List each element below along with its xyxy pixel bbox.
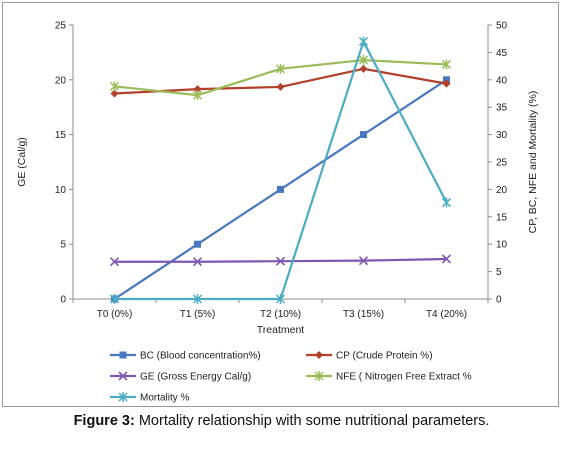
right-tick-label: 10 [496,240,508,251]
right-tick-label: 35 [496,103,508,114]
data-point [192,294,203,304]
right-tick-label: 20 [496,185,508,196]
legend-item: GE (Gross Energy Cal/g) [110,371,251,383]
data-point [359,64,368,73]
data-point [441,197,452,208]
right-tick-label: 50 [496,21,508,32]
data-point [277,185,284,193]
legend-label: BC (Blood concentration%) [140,351,261,362]
data-point [275,63,286,74]
x-axis-title: Treatment [257,324,305,336]
data-point [109,257,120,267]
data-point [275,294,286,304]
data-point [110,89,119,98]
legend-label: GE (Gross Energy Cal/g) [140,372,251,383]
legend-item: Mortality % [110,392,190,404]
data-point [358,36,369,47]
right-tick-label: 25 [496,158,508,169]
figure-caption-text: Mortality relationship with some nutriti… [134,413,490,429]
chart-frame [2,2,559,407]
legend-swatch-marker [118,392,128,402]
left-tick-label: 0 [60,295,66,306]
left-y-axis-title: GE (Cal/g) [16,137,28,187]
data-point [441,254,452,264]
data-point [441,59,452,70]
legend-swatch-marker [118,371,128,381]
data-point [358,256,369,266]
legend-swatch-marker [314,371,324,381]
right-tick-label: 45 [496,48,508,59]
left-tick-label: 10 [55,185,67,196]
series-layer [109,36,452,304]
series-4 [109,36,452,304]
data-point [275,256,286,266]
legend-label: Mortality % [140,393,190,404]
x-tick-label: T1 (5%) [180,309,216,320]
legend-item: BC (Blood concentration%) [110,351,261,362]
data-point [442,79,451,88]
legend-label: NFE ( Nitrogen Free Extract % [336,372,472,383]
data-point [109,294,120,304]
data-point [194,240,201,248]
series-3 [109,55,452,101]
right-tick-label: 40 [496,75,508,86]
legend-item: NFE ( Nitrogen Free Extract % [306,371,472,383]
right-tick-label: 0 [496,295,502,306]
x-tick-label: T0 (0%) [97,309,133,320]
left-tick-label: 20 [55,75,67,86]
left-tick-label: 25 [55,21,67,32]
data-point [360,131,367,139]
right-tick-label: 5 [496,267,502,278]
figure-caption-label: Figure 3: [73,413,135,429]
series-1 [110,64,451,98]
x-tick-label: T2 (10%) [260,309,301,320]
left-tick-label: 5 [60,240,66,251]
legend-swatch-marker [119,351,127,359]
figure-caption: Figure 3: Mortality relationship with so… [0,413,563,429]
data-point [192,257,203,267]
data-point [109,81,120,92]
data-point [192,90,203,101]
chart-legend: BC (Blood concentration%) CP (Crude Prote… [110,351,472,404]
chart-axes: 0 5 10 15 20 25 0 5 10 15 20 25 30 35 40 45 50 T0 (0%) T1 … [16,21,539,337]
right-y-axis-title: CP, BC, NFE and Mortality (%) [527,91,539,234]
legend-swatch-marker [315,351,323,359]
data-point [193,85,202,94]
data-point [276,82,285,91]
left-tick-label: 15 [55,130,67,141]
legend-label: CP (Crude Protein %) [336,351,433,362]
legend-item: CP (Crude Protein %) [306,351,433,362]
series-2 [109,254,452,267]
right-tick-label: 15 [496,212,508,223]
data-point [358,55,369,66]
line-chart: 0 5 10 15 20 25 0 5 10 15 20 25 30 35 40 45 50 T0 (0%) T1 … [16,21,539,404]
right-tick-label: 30 [496,130,508,141]
x-tick-label: T3 (15%) [343,309,384,320]
x-tick-label: T4 (20%) [426,309,467,320]
